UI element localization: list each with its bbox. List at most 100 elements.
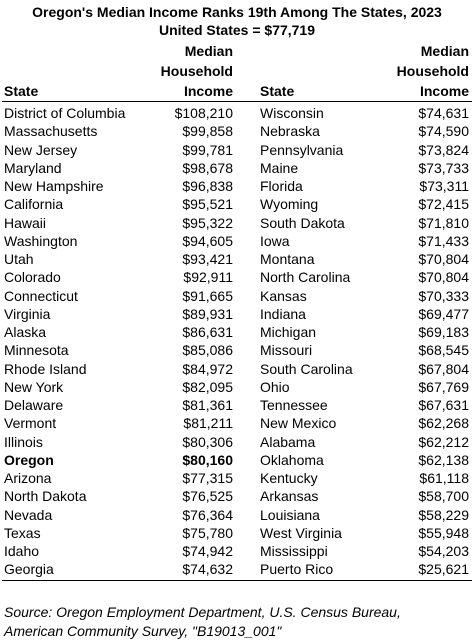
state-cell: Washington: [4, 232, 78, 249]
state-cell: Nebraska: [260, 123, 320, 140]
income-cell: $93,421: [182, 251, 233, 267]
state-cell: South Dakota: [260, 214, 345, 231]
income-cell: $85,086: [182, 342, 233, 359]
column-header: Income: [183, 83, 233, 99]
income-cell: $86,631: [182, 324, 233, 340]
income-cell: $71,433: [418, 232, 469, 249]
income-cell: $70,333: [418, 287, 469, 304]
state-cell: Alaska: [4, 324, 47, 340]
state-cell: Idaho: [4, 543, 40, 559]
state-cell: Virginia: [4, 305, 51, 322]
state-cell: South Carolina: [260, 360, 353, 377]
income-cell: $95,322: [182, 214, 233, 231]
income-cell: $80,306: [182, 433, 233, 450]
source: Source: Oregon Employment Department, U.…: [4, 604, 401, 620]
state-cell: New Jersey: [4, 141, 78, 158]
state-cell: Rhode Island: [4, 360, 87, 377]
title: Oregon's Median Income Ranks 19th Among …: [32, 4, 442, 20]
income-cell: $74,632: [182, 561, 233, 578]
income-cell: $67,769: [418, 378, 469, 395]
state-cell: Maine: [260, 159, 299, 176]
state-cell: Arizona: [4, 470, 52, 486]
income-cell: $61,118: [419, 470, 469, 486]
income-cell: $74,631: [418, 105, 469, 121]
state-cell: North Dakota: [4, 488, 87, 505]
state-cell: Puerto Rico: [260, 561, 334, 578]
income-cell: $71,810: [418, 214, 469, 231]
income-cell: $73,311: [419, 178, 469, 194]
column-header: State: [4, 83, 39, 99]
income-cell: $99,858: [182, 123, 233, 140]
income-cell: $68,545: [418, 342, 469, 359]
income-cell: $25,621: [418, 561, 469, 578]
state-cell: Iowa: [260, 232, 290, 249]
income-cell: $54,203: [418, 543, 469, 559]
state-cell: Illinois: [4, 433, 43, 450]
income-cell: $69,183: [418, 324, 469, 340]
state-cell: Connecticut: [4, 287, 78, 304]
column-header: Income: [419, 83, 469, 99]
income-cell: $99,781: [182, 141, 233, 158]
income-cell: $108,210: [174, 105, 233, 121]
income-cell: $69,477: [418, 305, 469, 322]
state-cell: Massachusetts: [4, 123, 98, 140]
state-cell: Minnesota: [4, 342, 69, 359]
income-cell: $89,931: [182, 305, 233, 322]
state-cell: Tennessee: [260, 397, 328, 413]
income-cell: $76,364: [182, 506, 233, 523]
state-cell: Oregon: [4, 451, 54, 468]
state-cell: Mississippi: [260, 543, 328, 559]
income-cell: $94,605: [182, 232, 233, 249]
state-cell: Alabama: [260, 433, 316, 450]
table-rule: [2, 580, 472, 581]
income-cell: $81,211: [183, 415, 233, 432]
state-cell: Michigan: [260, 324, 317, 340]
column-header: Median: [184, 43, 233, 59]
state-cell: Louisiana: [260, 506, 320, 523]
state-cell: Montana: [260, 251, 315, 267]
income-cell: $73,824: [418, 141, 469, 158]
income-cell: $62,268: [418, 415, 469, 432]
column-header: State: [260, 83, 295, 99]
column-header: Median: [420, 43, 469, 59]
state-cell: Georgia: [4, 561, 54, 578]
income-cell: $67,804: [418, 360, 469, 377]
state-cell: Arkansas: [260, 488, 319, 505]
income-cell: $74,590: [418, 123, 469, 140]
state-cell: New Hampshire: [4, 178, 104, 194]
state-cell: Texas: [4, 524, 41, 541]
state-cell: Wyoming: [260, 196, 319, 213]
income-cell: $82,095: [182, 378, 233, 395]
income-cell: $55,948: [418, 524, 469, 541]
source: American Community Survey, "B19013_001": [4, 623, 282, 639]
income-cell: $84,972: [182, 360, 233, 377]
header-rule: [2, 101, 472, 102]
income-cell: $77,315: [182, 470, 233, 486]
column-header: Household: [160, 63, 233, 79]
income-cell: $67,631: [418, 397, 469, 413]
income-cell: $62,138: [418, 451, 469, 468]
state-cell: Delaware: [4, 397, 64, 413]
state-cell: District of Columbia: [4, 105, 126, 121]
income-cell: $75,780: [182, 524, 233, 541]
income-cell: $70,804: [418, 269, 469, 286]
state-cell: West Virginia: [260, 524, 342, 541]
income-cell: $98,678: [182, 159, 233, 176]
income-cell: $58,229: [418, 506, 469, 523]
income-cell: $96,838: [182, 178, 233, 194]
income-cell: $95,521: [182, 196, 233, 213]
subtitle: United States = $77,719: [158, 22, 316, 38]
state-cell: Missouri: [260, 342, 313, 359]
income-cell: $80,160: [182, 451, 233, 468]
state-cell: Nevada: [4, 506, 53, 523]
state-cell: Maryland: [4, 159, 62, 176]
income-cell: $76,525: [182, 488, 233, 505]
state-cell: New York: [4, 378, 64, 395]
state-cell: Hawaii: [4, 214, 47, 231]
state-cell: Ohio: [260, 378, 290, 395]
income-cell: $73,733: [418, 159, 469, 176]
state-cell: Kansas: [260, 287, 307, 304]
state-cell: Colorado: [4, 269, 61, 286]
state-cell: Florida: [260, 178, 303, 194]
income-cell: $91,665: [182, 287, 233, 304]
